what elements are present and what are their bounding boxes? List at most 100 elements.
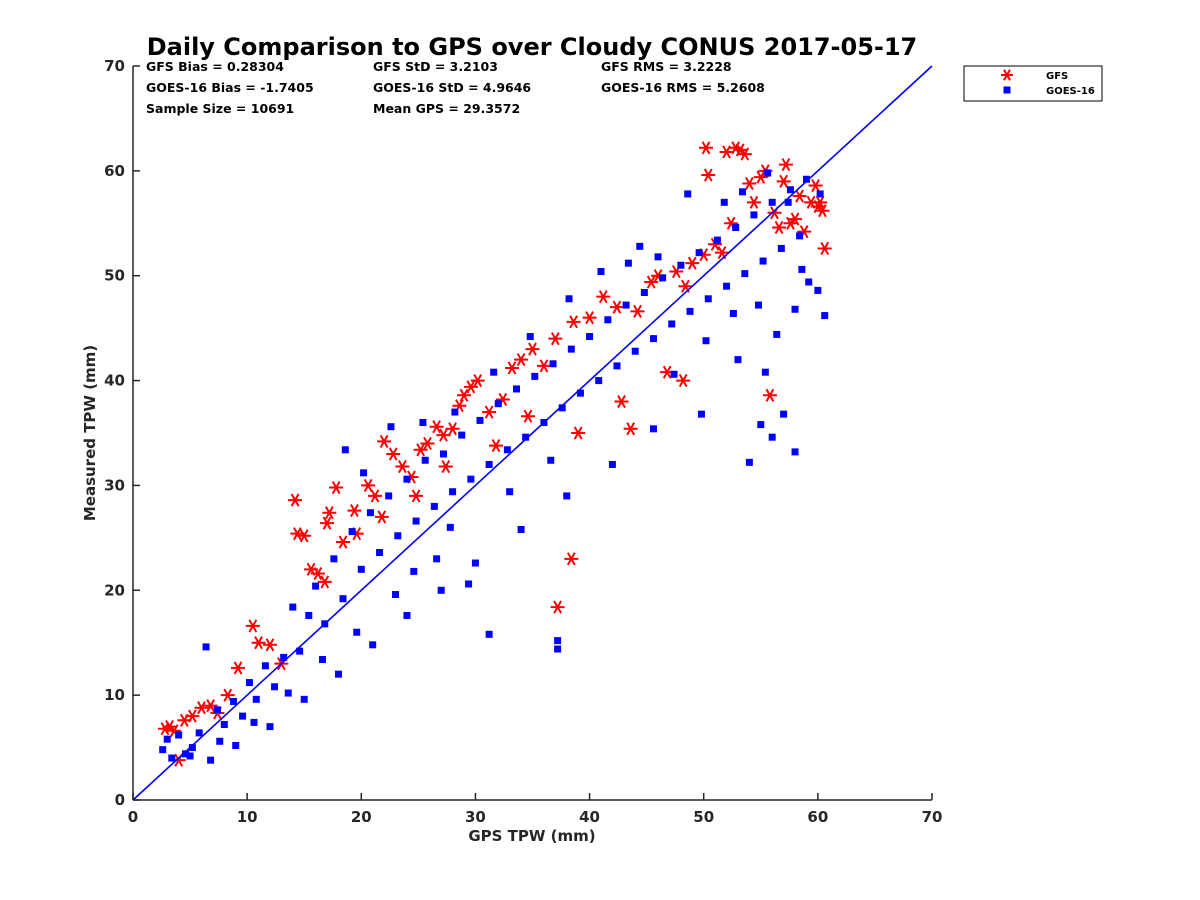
point-gfs (317, 575, 332, 589)
point-goes-16 (437, 586, 445, 594)
y-tick-label: 30 (104, 476, 125, 494)
point-goes-16 (385, 492, 393, 500)
point-goes-16 (558, 404, 566, 412)
point-gfs (320, 516, 335, 530)
point-goes-16 (330, 555, 338, 563)
point-goes-16 (213, 706, 221, 714)
point-goes-16 (784, 198, 792, 206)
point-goes-16 (506, 488, 514, 496)
point-goes-16 (207, 756, 215, 764)
point-goes-16 (467, 475, 475, 483)
point-goes-16 (403, 611, 411, 619)
point-gfs (488, 439, 503, 453)
point-goes-16 (229, 697, 237, 705)
point-gfs (288, 493, 303, 507)
point-goes-16 (250, 718, 258, 726)
point-goes-16 (704, 295, 712, 303)
point-gfs (377, 434, 392, 448)
point-gfs (813, 195, 828, 209)
point-gfs (817, 241, 832, 256)
point-gfs (623, 422, 638, 436)
point-goes-16 (366, 509, 374, 517)
point-goes-16 (312, 582, 320, 590)
point-gfs (596, 290, 611, 304)
point-gfs (194, 701, 209, 715)
point-goes-16 (697, 410, 705, 418)
point-goes-16 (777, 244, 785, 252)
point-gfs (778, 158, 793, 172)
point-gfs (347, 504, 362, 518)
point-goes-16 (232, 741, 240, 749)
legend-marker-gfs (1001, 69, 1013, 81)
point-goes-16 (761, 368, 769, 376)
point-gfs (203, 699, 218, 713)
point-goes-16 (369, 641, 377, 649)
point-goes-16 (654, 253, 662, 261)
point-goes-16 (595, 377, 603, 385)
point-gfs (445, 422, 460, 436)
point-goes-16 (814, 286, 822, 294)
point-gfs (701, 168, 716, 182)
point-gfs (429, 420, 444, 434)
point-gfs (386, 447, 401, 461)
x-tick-label: 50 (693, 808, 714, 826)
point-goes-16 (816, 190, 824, 198)
point-goes-16 (755, 301, 763, 309)
point-gfs (788, 212, 803, 226)
y-tick-label: 20 (104, 581, 125, 599)
point-goes-16 (341, 446, 349, 454)
point-goes-16 (494, 400, 502, 408)
point-goes-16 (729, 309, 737, 317)
point-gfs (685, 256, 700, 270)
legend-label-goes-16: GOES-16 (1046, 86, 1095, 97)
point-goes-16 (640, 288, 648, 296)
x-tick-label: 10 (237, 808, 258, 826)
point-goes-16 (796, 232, 804, 240)
point-goes-16 (458, 431, 466, 439)
point-goes-16 (360, 469, 368, 477)
point-goes-16 (631, 347, 639, 355)
point-gfs (482, 405, 497, 419)
point-gfs (329, 480, 344, 495)
point-gfs (737, 147, 752, 161)
point-gfs (245, 619, 260, 633)
y-tick-label: 70 (104, 57, 125, 75)
point-goes-16 (522, 433, 530, 441)
point-goes-16 (485, 460, 493, 468)
point-gfs (322, 506, 337, 520)
point-goes-16 (739, 188, 747, 196)
point-gfs (564, 552, 579, 566)
point-goes-16 (586, 333, 594, 341)
legend-asterisk-icon (1001, 69, 1013, 81)
point-gfs (520, 409, 535, 423)
point-goes-16 (216, 737, 224, 745)
point-goes-16 (636, 242, 644, 250)
point-gfs (609, 300, 624, 314)
point-goes-16 (159, 746, 167, 754)
point-goes-16 (202, 643, 210, 651)
point-goes-16 (220, 721, 228, 729)
point-goes-16 (412, 517, 420, 525)
point-goes-16 (394, 532, 402, 540)
point-goes-16 (732, 223, 740, 231)
point-goes-16 (387, 423, 395, 431)
point-goes-16 (563, 492, 571, 500)
point-goes-16 (376, 549, 384, 557)
point-goes-16 (239, 712, 247, 720)
point-goes-16 (677, 261, 685, 269)
x-tick-label: 70 (922, 808, 943, 826)
point-goes-16 (446, 523, 454, 531)
point-gfs (438, 459, 453, 474)
point-goes-16 (318, 655, 326, 663)
point-goes-16 (757, 421, 765, 429)
stat-goes-rms: GOES-16 RMS = 5.2608 (601, 80, 765, 95)
legend: GFS GOES-16 (963, 65, 1103, 102)
point-goes-16 (430, 502, 438, 510)
point-goes-16 (513, 385, 521, 393)
y-tick-label: 0 (115, 791, 125, 809)
point-goes-16 (490, 368, 498, 376)
y-tick-label: 10 (104, 686, 125, 704)
y-tick-label: 40 (104, 372, 125, 390)
